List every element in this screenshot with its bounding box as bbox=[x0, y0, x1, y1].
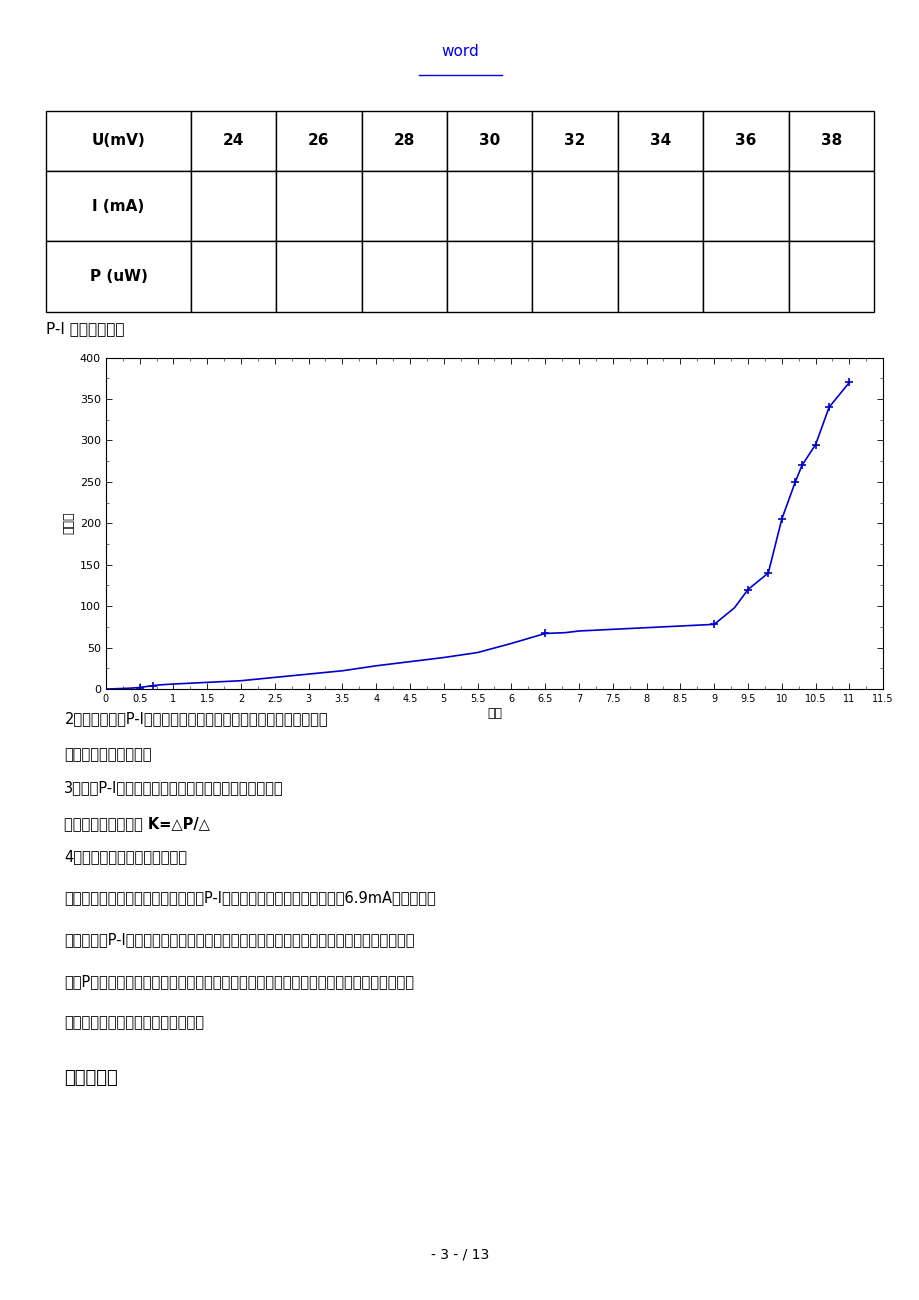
Bar bbox=[361, 111, 447, 172]
Bar bbox=[788, 111, 873, 172]
Text: 六、思考题: 六、思考题 bbox=[64, 1069, 118, 1087]
Bar bbox=[361, 242, 447, 312]
Bar bbox=[788, 242, 873, 312]
Bar bbox=[191, 242, 276, 312]
Text: 28: 28 bbox=[393, 133, 414, 148]
Bar bbox=[618, 170, 702, 242]
Bar bbox=[46, 170, 191, 242]
Bar bbox=[447, 111, 532, 172]
Text: 将上表所得实验结果进展分析，绘刽P-I特性曲线可得其阈值电流大概在6.9mA左右，同时: 将上表所得实验结果进展分析，绘刽P-I特性曲线可得其阈值电流大概在6.9mA左右… bbox=[64, 891, 436, 906]
Text: 3、根据P-I特性曲线，求出半导体激光器的斜率效率。: 3、根据P-I特性曲线，求出半导体激光器的斜率效率。 bbox=[64, 780, 284, 796]
Text: 由上图可知：阈值电流: 由上图可知：阈值电流 bbox=[64, 747, 152, 763]
Bar bbox=[532, 111, 618, 172]
Bar bbox=[702, 111, 788, 172]
Bar bbox=[788, 170, 873, 242]
Bar bbox=[447, 242, 532, 312]
Text: 光比大，而且不易产生光信号失真。: 光比大，而且不易产生光信号失真。 bbox=[64, 1015, 204, 1031]
Text: 半导体激光器的斜率 K=△P/△: 半导体激光器的斜率 K=△P/△ bbox=[64, 816, 210, 832]
Bar bbox=[532, 170, 618, 242]
Text: 32: 32 bbox=[564, 133, 585, 148]
Bar bbox=[447, 170, 532, 242]
Bar bbox=[276, 242, 361, 312]
Bar bbox=[361, 170, 447, 242]
Text: 34: 34 bbox=[649, 133, 671, 148]
Text: 26: 26 bbox=[308, 133, 329, 148]
Bar bbox=[618, 111, 702, 172]
Bar bbox=[702, 170, 788, 242]
Bar bbox=[702, 242, 788, 312]
Text: 36: 36 bbox=[734, 133, 755, 148]
Bar bbox=[46, 111, 191, 172]
Text: P (uW): P (uW) bbox=[89, 269, 147, 285]
Text: 24: 24 bbox=[222, 133, 244, 148]
Text: - 3 - / 13: - 3 - / 13 bbox=[430, 1248, 489, 1262]
Text: 对应P値小，而且没有扭折点的半导体激光器，这样激光器工作电流小，工作稳定性搞，消: 对应P値小，而且没有扭折点的半导体激光器，这样激光器工作电流小，工作稳定性搞，消 bbox=[64, 974, 414, 989]
Y-axis label: 光功率: 光功率 bbox=[62, 512, 75, 534]
Text: 30: 30 bbox=[479, 133, 500, 148]
Bar bbox=[46, 242, 191, 312]
Text: 4、实验结果与误差分析正确。: 4、实验结果与误差分析正确。 bbox=[64, 849, 187, 864]
Text: 2、根据所画的P-I特性曲线，找出半导体激光器阈值电流的大小。: 2、根据所画的P-I特性曲线，找出半导体激光器阈值电流的大小。 bbox=[64, 711, 328, 727]
Bar bbox=[191, 111, 276, 172]
Bar bbox=[276, 111, 361, 172]
Text: 38: 38 bbox=[820, 133, 841, 148]
Text: I (mA): I (mA) bbox=[92, 199, 144, 213]
Text: word: word bbox=[440, 44, 479, 60]
Bar bbox=[276, 170, 361, 242]
Bar bbox=[191, 170, 276, 242]
Text: U(mV): U(mV) bbox=[92, 133, 145, 148]
Text: 也可以得到P-I特性是选择半导体激光器的重要参考。在选择时，应选阈值电流尽可能小，: 也可以得到P-I特性是选择半导体激光器的重要参考。在选择时，应选阈值电流尽可能小… bbox=[64, 932, 414, 948]
X-axis label: 电流: 电流 bbox=[486, 707, 502, 720]
Text: P-I 特性曲线图：: P-I 特性曲线图： bbox=[46, 321, 124, 335]
Bar bbox=[532, 242, 618, 312]
Bar bbox=[618, 242, 702, 312]
